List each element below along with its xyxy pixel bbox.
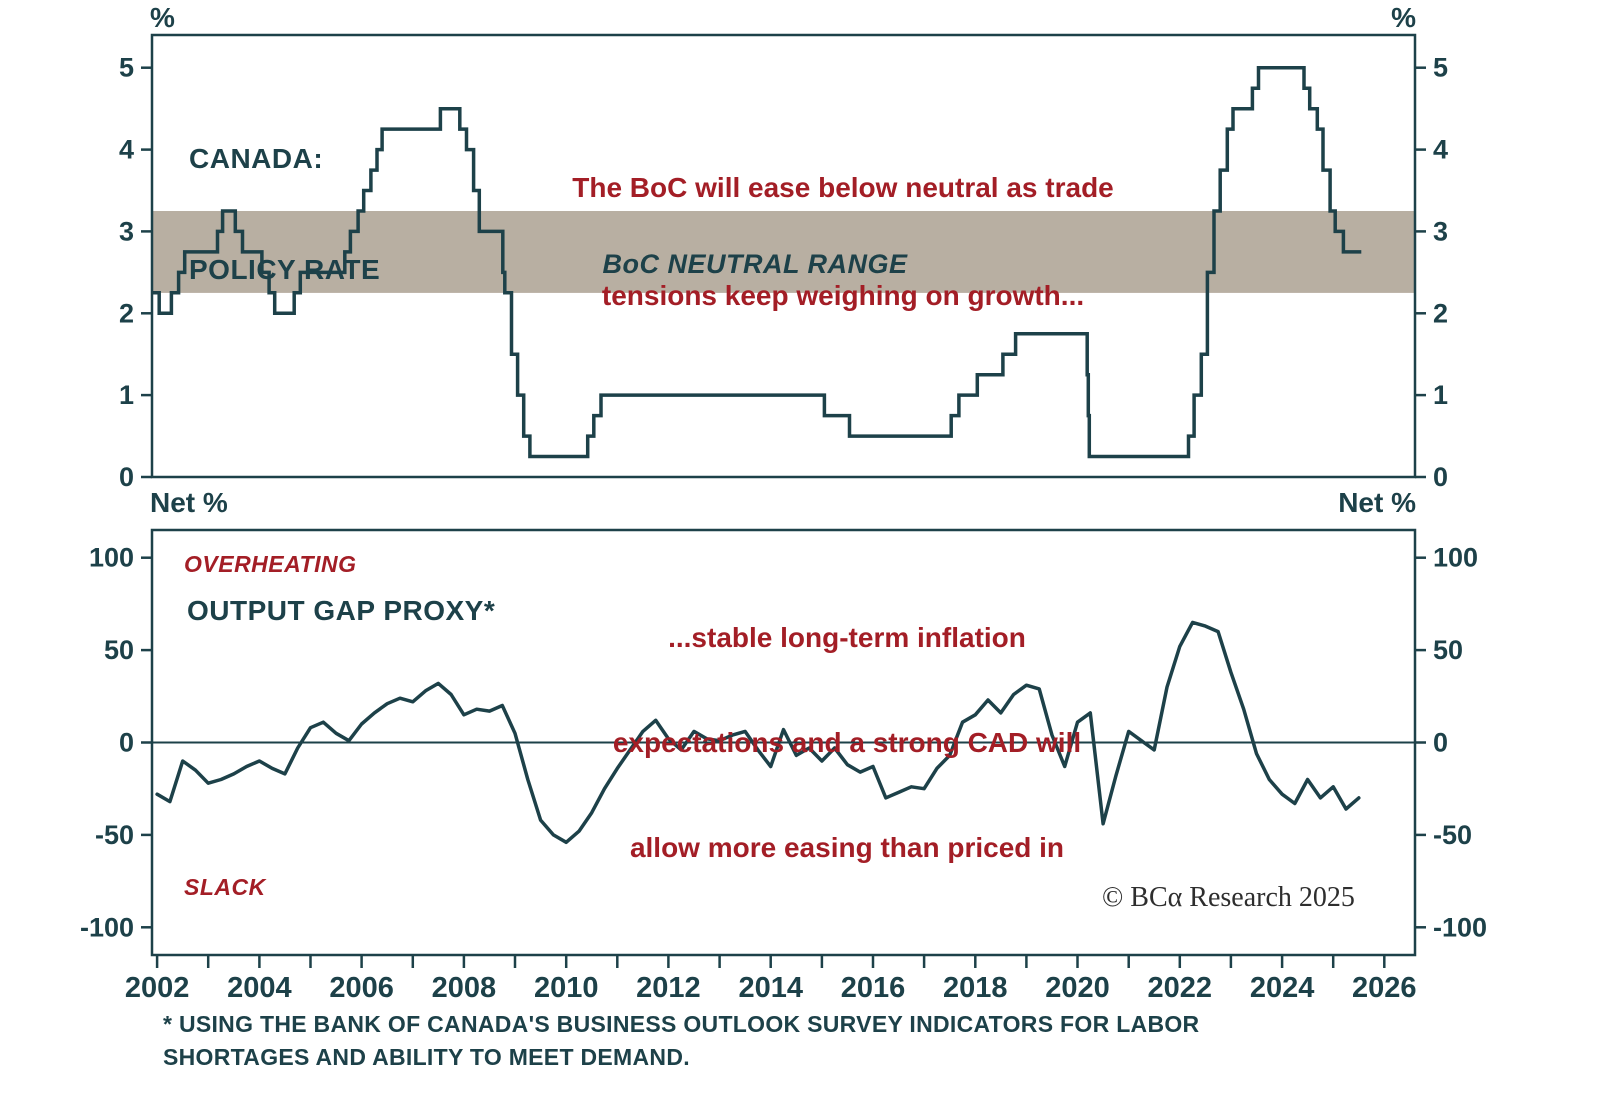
svg-text:0: 0 <box>119 462 134 492</box>
policy-rate-title-line2: POLICY RATE <box>189 254 381 285</box>
svg-text:0: 0 <box>1433 462 1448 492</box>
footnote-line2: SHORTAGES AND ABILITY TO MEET DEMAND. <box>163 1044 690 1070</box>
policy-rate-annotation-line1: The BoC will ease below neutral as trade <box>572 172 1114 203</box>
svg-text:-50: -50 <box>95 820 134 850</box>
svg-text:2006: 2006 <box>329 972 394 1004</box>
svg-text:100: 100 <box>89 543 134 573</box>
svg-text:-100: -100 <box>1433 912 1487 942</box>
output-gap-annotation: ...stable long-term inflation expectatio… <box>522 550 1172 900</box>
svg-text:2: 2 <box>1433 298 1448 328</box>
svg-text:-50: -50 <box>1433 820 1472 850</box>
svg-text:2: 2 <box>119 298 134 328</box>
bottom-left-unit-label: Net % <box>150 487 228 518</box>
top-right-unit-label: % <box>1391 2 1416 33</box>
svg-text:3: 3 <box>1433 216 1448 246</box>
svg-text:2002: 2002 <box>125 972 190 1004</box>
svg-text:1: 1 <box>119 380 134 410</box>
svg-text:5: 5 <box>1433 53 1448 83</box>
policy-rate-title-line1: CANADA: <box>189 143 324 174</box>
svg-text:0: 0 <box>119 728 134 758</box>
bca-research-watermark: © BCα Research 2025 <box>1102 882 1355 913</box>
output-gap-title: OUTPUT GAP PROXY* <box>187 595 496 626</box>
svg-text:2016: 2016 <box>841 972 906 1004</box>
svg-text:4: 4 <box>119 135 134 165</box>
svg-text:2024: 2024 <box>1250 972 1315 1004</box>
svg-text:50: 50 <box>104 635 134 665</box>
policy-rate-annotation: The BoC will ease below neutral as trade… <box>463 98 1223 350</box>
svg-text:2008: 2008 <box>432 972 497 1004</box>
output-gap-annotation-line2: expectations and a strong CAD will <box>612 727 1082 758</box>
top-left-unit-label: % <box>150 2 175 33</box>
svg-text:-100: -100 <box>80 912 134 942</box>
svg-text:2010: 2010 <box>534 972 599 1004</box>
overheating-label: OVERHEATING <box>184 551 357 577</box>
svg-text:0: 0 <box>1433 728 1448 758</box>
slack-label: SLACK <box>184 874 266 900</box>
footnote-line1: * USING THE BANK OF CANADA'S BUSINESS OU… <box>163 1011 1200 1037</box>
svg-text:2012: 2012 <box>636 972 701 1004</box>
svg-text:2022: 2022 <box>1148 972 1213 1004</box>
svg-text:4: 4 <box>1433 135 1448 165</box>
output-gap-annotation-line1: ...stable long-term inflation <box>668 622 1026 653</box>
policy-rate-title: CANADA: POLICY RATE <box>189 66 380 325</box>
svg-text:3: 3 <box>119 216 134 246</box>
svg-text:100: 100 <box>1433 543 1478 573</box>
neutral-range-label: BoC NEUTRAL RANGE <box>602 249 908 279</box>
svg-text:1: 1 <box>1433 380 1448 410</box>
output-gap-annotation-line3: allow more easing than priced in <box>629 832 1065 863</box>
svg-text:2018: 2018 <box>943 972 1008 1004</box>
footnote: * USING THE BANK OF CANADA'S BUSINESS OU… <box>163 1008 1463 1074</box>
bottom-right-unit-label: Net % <box>1338 487 1416 518</box>
svg-text:2020: 2020 <box>1045 972 1110 1004</box>
policy-rate-annotation-line2: tensions keep weighing on growth... <box>601 280 1085 311</box>
svg-text:2004: 2004 <box>227 972 292 1004</box>
svg-text:50: 50 <box>1433 635 1463 665</box>
svg-text:2026: 2026 <box>1352 972 1417 1004</box>
svg-text:5: 5 <box>119 53 134 83</box>
svg-text:2014: 2014 <box>738 972 803 1004</box>
